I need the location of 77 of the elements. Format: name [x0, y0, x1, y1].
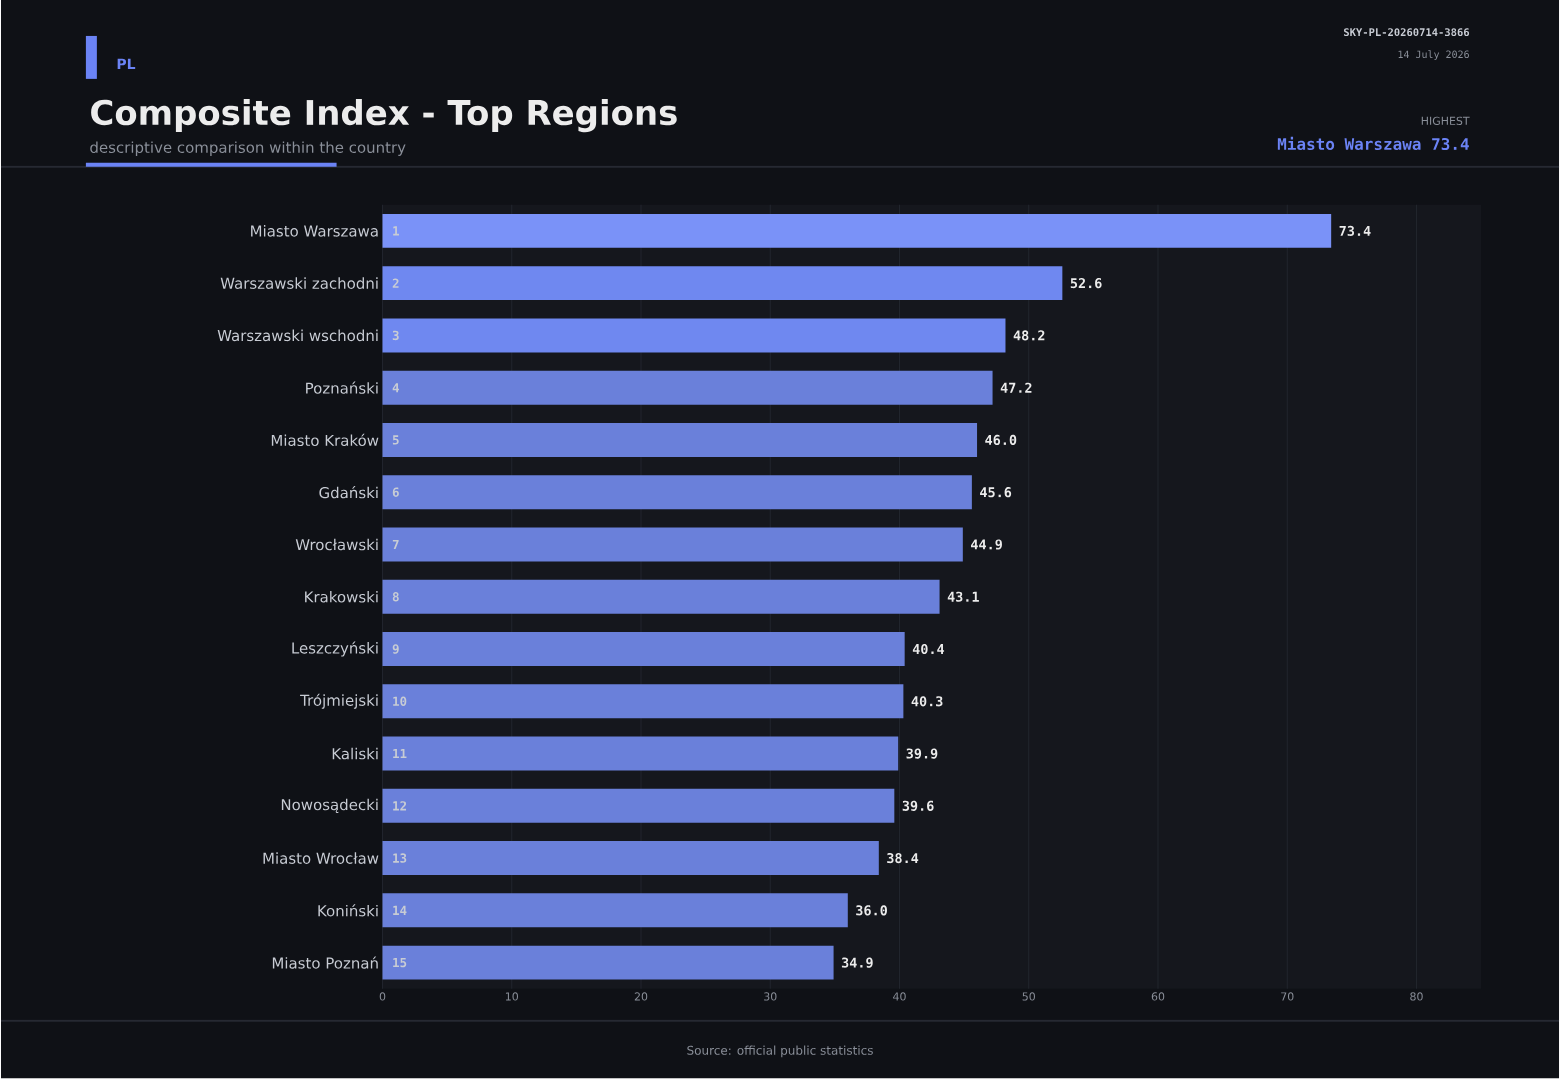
data-label: 34.9: [841, 957, 873, 968]
bar: [382, 841, 879, 876]
y-tick-label: Koniński: [318, 904, 378, 917]
x-tick-label: 10: [505, 992, 519, 1001]
y-tick-label: Miasto Poznań: [272, 956, 378, 969]
x-tick-label: 70: [1281, 992, 1294, 1001]
bar: [382, 370, 993, 405]
bar: [382, 423, 978, 458]
bar: [382, 632, 905, 667]
y-tick-label: Miasto Kraków: [271, 434, 379, 447]
text: PL: [117, 58, 136, 70]
data-label: 44.9: [971, 539, 1002, 550]
text: descriptive comparison within the country: [90, 141, 406, 157]
annotation: 11: [393, 749, 407, 759]
data-label: 73.4: [1339, 225, 1371, 237]
text: Miasto Warszawa 73.4: [1277, 137, 1469, 151]
data-label: 39.6: [902, 800, 934, 812]
annotation: 6: [392, 487, 399, 498]
data-label: 46.0: [985, 435, 1017, 446]
annotation: 8: [392, 592, 399, 602]
y-tick-label: Miasto Warszawa: [251, 225, 378, 237]
bar: [382, 736, 899, 771]
text: HIGHEST: [1421, 116, 1470, 126]
annotation: 15: [393, 958, 407, 968]
annotation: 13: [393, 853, 407, 863]
y-tick-label: Poznański: [306, 381, 378, 394]
data-label: 36.0: [856, 905, 887, 916]
x-tick-label: 40: [893, 992, 906, 1001]
x-tick-label: 60: [1151, 992, 1165, 1001]
annotation: 4: [392, 383, 399, 393]
annotation: 5: [392, 435, 399, 445]
y-tick-label: Wrocławski: [295, 538, 378, 551]
data-label: 45.6: [980, 487, 1012, 498]
data-label: 47.2: [1000, 382, 1032, 393]
y-tick-label: Leszczyński: [292, 641, 378, 657]
annotation: 14: [393, 905, 407, 916]
y-tick-label: Warszawski zachodni: [220, 277, 378, 290]
data-label: 43.1: [947, 591, 979, 603]
annotation: 9: [392, 644, 399, 654]
bar: [382, 579, 940, 614]
text: SKY-PL-20260714-3866: [1343, 28, 1470, 37]
bar: [382, 318, 1006, 353]
x-tick-label: 0: [379, 992, 386, 1001]
bar: [382, 475, 972, 510]
source-note: Source: official public statistics: [687, 1045, 873, 1058]
y-tick-label: Miasto Wrocław: [263, 852, 379, 865]
annotation: 10: [393, 696, 407, 707]
y-tick-label: Gdański: [319, 486, 378, 499]
x-tick-label: 80: [1410, 992, 1423, 1001]
annotation: 2: [392, 278, 399, 288]
bar: [382, 266, 1063, 301]
text: 14 July 2026: [1398, 50, 1469, 61]
data-label: 40.3: [911, 696, 943, 707]
chart-title: Composite Index - Top Regions: [91, 99, 677, 133]
annotation: 12: [393, 801, 407, 811]
annotation: 7: [392, 540, 399, 550]
x-tick-label: 30: [764, 992, 777, 1001]
y-tick-label: Kaliski: [332, 747, 378, 760]
y-tick-label: Trójmiejski: [300, 693, 378, 710]
bar: [382, 789, 895, 823]
x-tick-label: 50: [1022, 992, 1035, 1001]
bar: [382, 945, 834, 980]
y-tick-label: Warszawski wschodni: [217, 329, 378, 342]
bar: [382, 893, 848, 928]
y-tick-label: Krakowski: [305, 591, 378, 603]
data-label: 48.2: [1013, 330, 1045, 341]
data-label: 40.4: [912, 644, 945, 655]
annotation: 1: [393, 226, 399, 236]
bar: [382, 214, 1332, 249]
annotation: 3: [392, 330, 399, 341]
bar: [382, 684, 904, 719]
data-label: 52.6: [1070, 278, 1102, 289]
y-tick-label: Nowosądecki: [281, 798, 378, 814]
x-tick-label: 20: [634, 992, 648, 1001]
bar: [382, 527, 963, 562]
data-label: 39.9: [906, 748, 938, 759]
data-label: 38.4: [887, 853, 919, 864]
